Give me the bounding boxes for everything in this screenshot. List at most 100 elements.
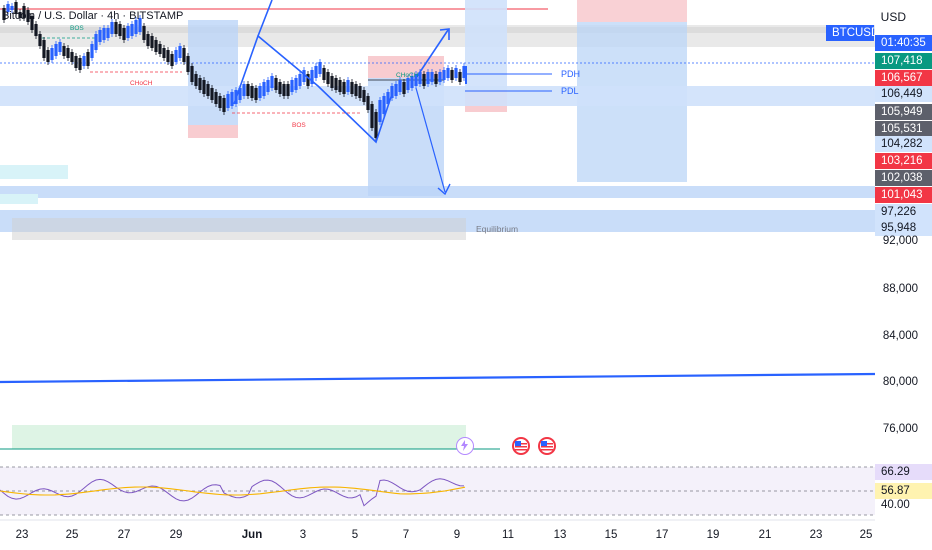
candle-body bbox=[358, 86, 362, 98]
candle-body bbox=[390, 86, 394, 98]
x-axis-label: 23 bbox=[15, 529, 29, 541]
candle-body bbox=[426, 72, 430, 84]
long-trendline bbox=[0, 372, 876, 384]
candle-body bbox=[42, 40, 46, 58]
candle-body bbox=[378, 100, 382, 122]
candle-body bbox=[218, 96, 222, 108]
price-tag: 97,226 bbox=[875, 204, 932, 220]
candle-body bbox=[318, 62, 322, 74]
pdl-label: PDL bbox=[561, 86, 579, 96]
rsi-ma-line bbox=[0, 486, 466, 496]
candle-body bbox=[374, 112, 378, 138]
target-arrow-head bbox=[439, 28, 450, 40]
us-flag-event-icon[interactable] bbox=[512, 437, 530, 455]
candle-body bbox=[66, 48, 70, 58]
candle-body bbox=[74, 56, 78, 68]
long-zone bbox=[465, 0, 507, 90]
candle-body bbox=[94, 34, 98, 50]
candle-body bbox=[122, 28, 126, 40]
candle-body bbox=[118, 24, 122, 36]
choch-label: CHoCH bbox=[396, 72, 419, 79]
candle-body bbox=[446, 68, 450, 78]
candle-body bbox=[278, 82, 282, 94]
candle-body bbox=[326, 72, 330, 84]
price-tag: 103,216 bbox=[875, 153, 932, 169]
rsi-ma-tag: 56.87 bbox=[875, 483, 932, 499]
y-axis-label: 80,000 bbox=[882, 376, 918, 388]
candle-body bbox=[246, 84, 250, 96]
candle-body bbox=[454, 68, 458, 78]
fvg-small bbox=[0, 165, 68, 179]
price-tag: 106,567 bbox=[875, 70, 932, 86]
candle-body bbox=[310, 70, 314, 84]
swing-up-line bbox=[257, 0, 273, 37]
candle-body bbox=[266, 80, 270, 92]
candle-body bbox=[382, 96, 386, 114]
rsi-level-tag: 40.00 bbox=[881, 499, 910, 511]
dividend-event-icon[interactable] bbox=[456, 437, 474, 455]
candle-body bbox=[6, 4, 10, 12]
supply-band-inner bbox=[0, 27, 875, 33]
candle-body bbox=[450, 70, 454, 80]
x-axis-label: 9 bbox=[453, 529, 461, 541]
equilibrium-label: Equilibrium bbox=[476, 224, 519, 234]
y-axis-label: 92,000 bbox=[882, 235, 918, 247]
candle-body bbox=[162, 48, 166, 58]
candle-body bbox=[146, 34, 150, 46]
candle-body bbox=[282, 84, 286, 96]
x-axis-label: 5 bbox=[351, 529, 359, 541]
candle-body bbox=[306, 74, 310, 86]
candle-body bbox=[262, 82, 266, 96]
candle-body bbox=[82, 56, 86, 66]
candle-body bbox=[90, 44, 94, 58]
choch-label: CHoCH bbox=[130, 80, 153, 87]
candle-body bbox=[458, 72, 462, 82]
down-arrow-line bbox=[415, 87, 446, 193]
candle-body bbox=[166, 50, 170, 62]
candle-body bbox=[174, 50, 178, 62]
candle-body bbox=[238, 88, 242, 100]
currency-selector[interactable]: USD bbox=[880, 10, 906, 24]
candle-body bbox=[242, 84, 246, 96]
candle-body bbox=[10, 6, 14, 10]
us-flag-event-icon[interactable] bbox=[538, 437, 556, 455]
demand-band bbox=[0, 186, 875, 198]
swing-path bbox=[233, 34, 393, 144]
x-axis-label: 27 bbox=[117, 529, 131, 541]
price-tag: 105,949 bbox=[875, 104, 932, 120]
short-zone bbox=[577, 0, 687, 22]
candle-body bbox=[50, 48, 54, 60]
x-axis-label: 11 bbox=[502, 529, 514, 541]
lightning-icon bbox=[461, 440, 468, 451]
candle-body bbox=[26, 10, 30, 22]
candle-body bbox=[402, 82, 406, 94]
candle-body bbox=[58, 42, 62, 52]
candle-body bbox=[190, 66, 194, 82]
candle-body bbox=[362, 90, 366, 102]
candle-body bbox=[330, 76, 334, 88]
pdl-zone bbox=[0, 86, 875, 106]
candle-body bbox=[386, 92, 390, 104]
candle-body bbox=[410, 76, 414, 88]
candle-body bbox=[342, 82, 346, 94]
candle-body bbox=[30, 16, 34, 30]
stop-zone bbox=[188, 125, 238, 138]
x-axis-label: 29 bbox=[169, 529, 183, 541]
candle-body bbox=[178, 46, 182, 58]
candle-body bbox=[126, 26, 130, 38]
candle-body bbox=[34, 24, 38, 36]
x-axis-label: 19 bbox=[706, 529, 720, 541]
x-axis-label: 15 bbox=[604, 529, 618, 541]
y-axis-label: 88,000 bbox=[882, 283, 918, 295]
candle-body bbox=[86, 52, 90, 66]
candle-body bbox=[202, 80, 206, 94]
bos-label: BOS bbox=[70, 25, 84, 32]
candle-body bbox=[14, 2, 18, 14]
price-tag: 106,449 bbox=[875, 86, 932, 102]
price-tag: 104,282 bbox=[875, 136, 932, 152]
candle-body bbox=[462, 66, 466, 78]
candle-body bbox=[206, 84, 210, 96]
x-axis-label: 25 bbox=[65, 529, 79, 541]
